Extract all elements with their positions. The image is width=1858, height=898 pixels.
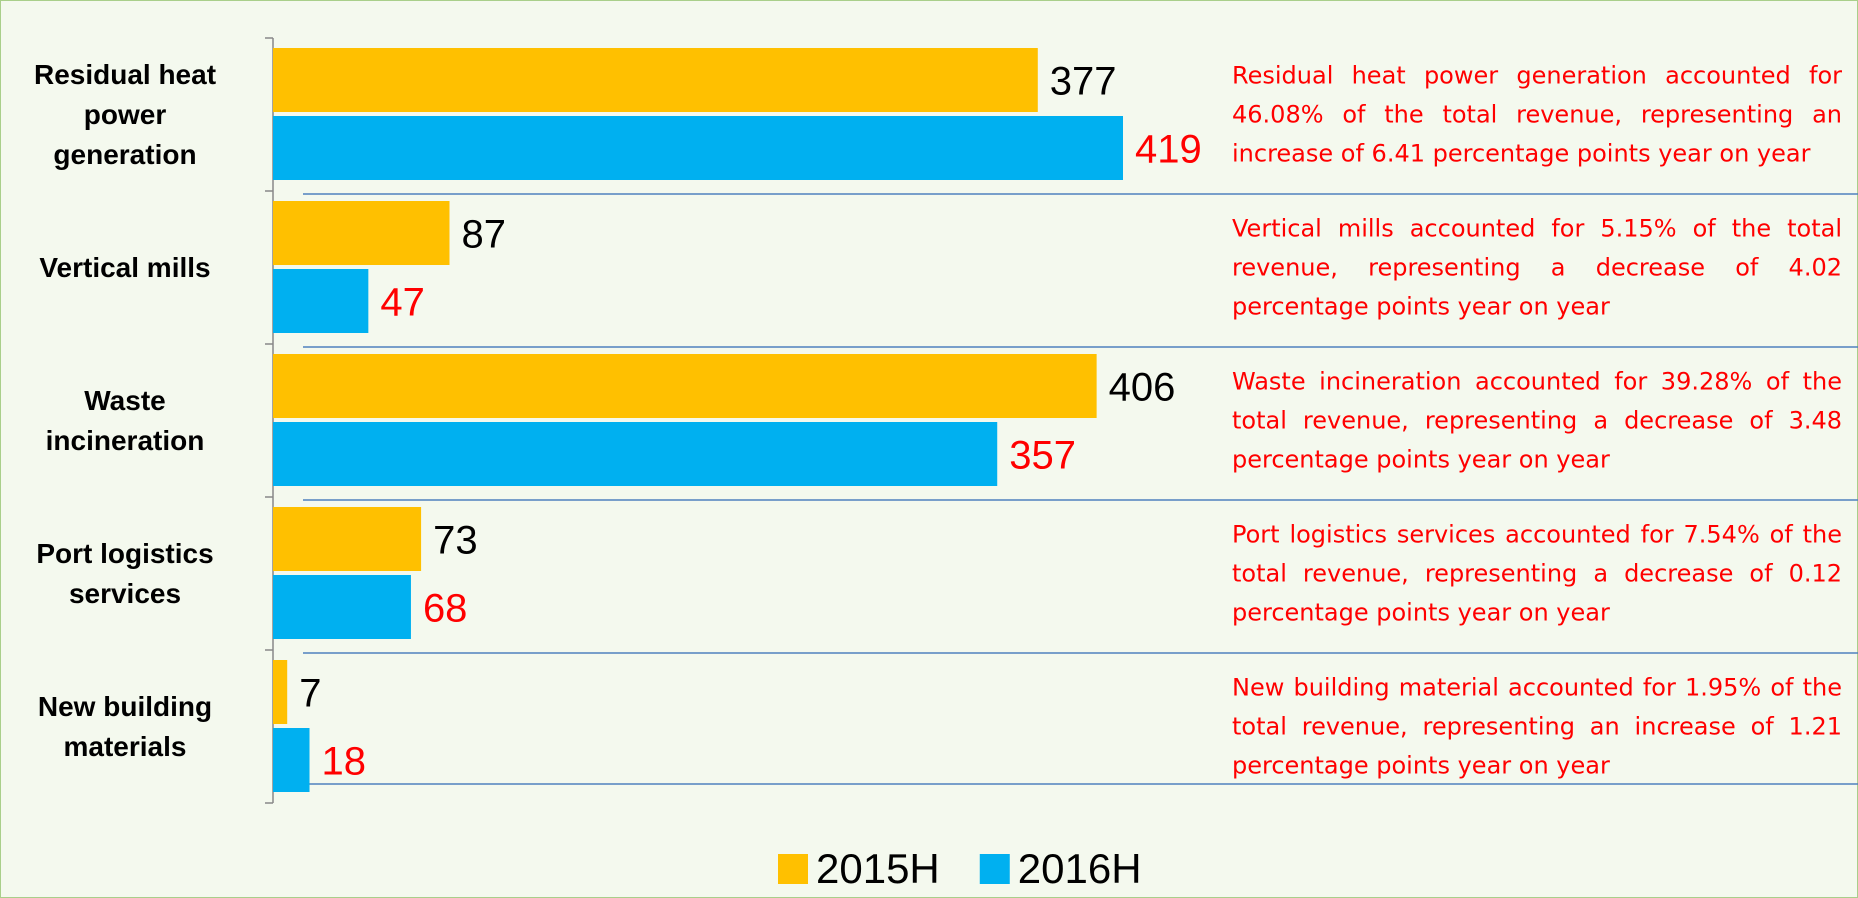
legend-swatch: [979, 854, 1010, 884]
bar: [273, 201, 450, 265]
annotation: Port logistics services accounted for 7.…: [1232, 520, 1842, 626]
annotation: New building material accounted for 1.95…: [1232, 673, 1842, 779]
bar: [273, 422, 998, 486]
value-label: 73: [433, 519, 478, 563]
legend-label: 2016H: [1018, 845, 1142, 892]
category-label: Port logistics services: [36, 537, 214, 609]
bar: [273, 575, 411, 639]
value-label: 87: [461, 213, 506, 257]
value-label: 419: [1135, 128, 1202, 172]
value-label: 357: [1009, 434, 1076, 478]
bar: [273, 660, 288, 724]
category-label: New building materials: [37, 690, 213, 762]
bar: [273, 728, 310, 792]
category-label: Vertical mills: [39, 251, 211, 283]
annotation: Vertical mills accounted for 5.15% of th…: [1232, 214, 1842, 320]
value-label: 68: [423, 587, 468, 631]
value-label: 7: [299, 672, 321, 716]
bar: [273, 48, 1038, 112]
annotation: Waste incineration accounted for 39.28% …: [1232, 367, 1842, 473]
category-label: Waste incineration: [45, 384, 205, 456]
value-label: 377: [1050, 60, 1117, 104]
category-label: Residual heat power generation: [33, 58, 217, 170]
bar: [273, 507, 422, 571]
bar: [273, 269, 369, 333]
value-label: 406: [1109, 366, 1176, 410]
annotation: Residual heat power generation accounted…: [1232, 61, 1842, 167]
value-label: 18: [322, 740, 367, 784]
legend-label: 2015H: [816, 845, 940, 892]
bar: [273, 354, 1097, 418]
legend-swatch: [778, 854, 808, 884]
value-label: 47: [380, 281, 425, 325]
bar: [273, 116, 1123, 180]
